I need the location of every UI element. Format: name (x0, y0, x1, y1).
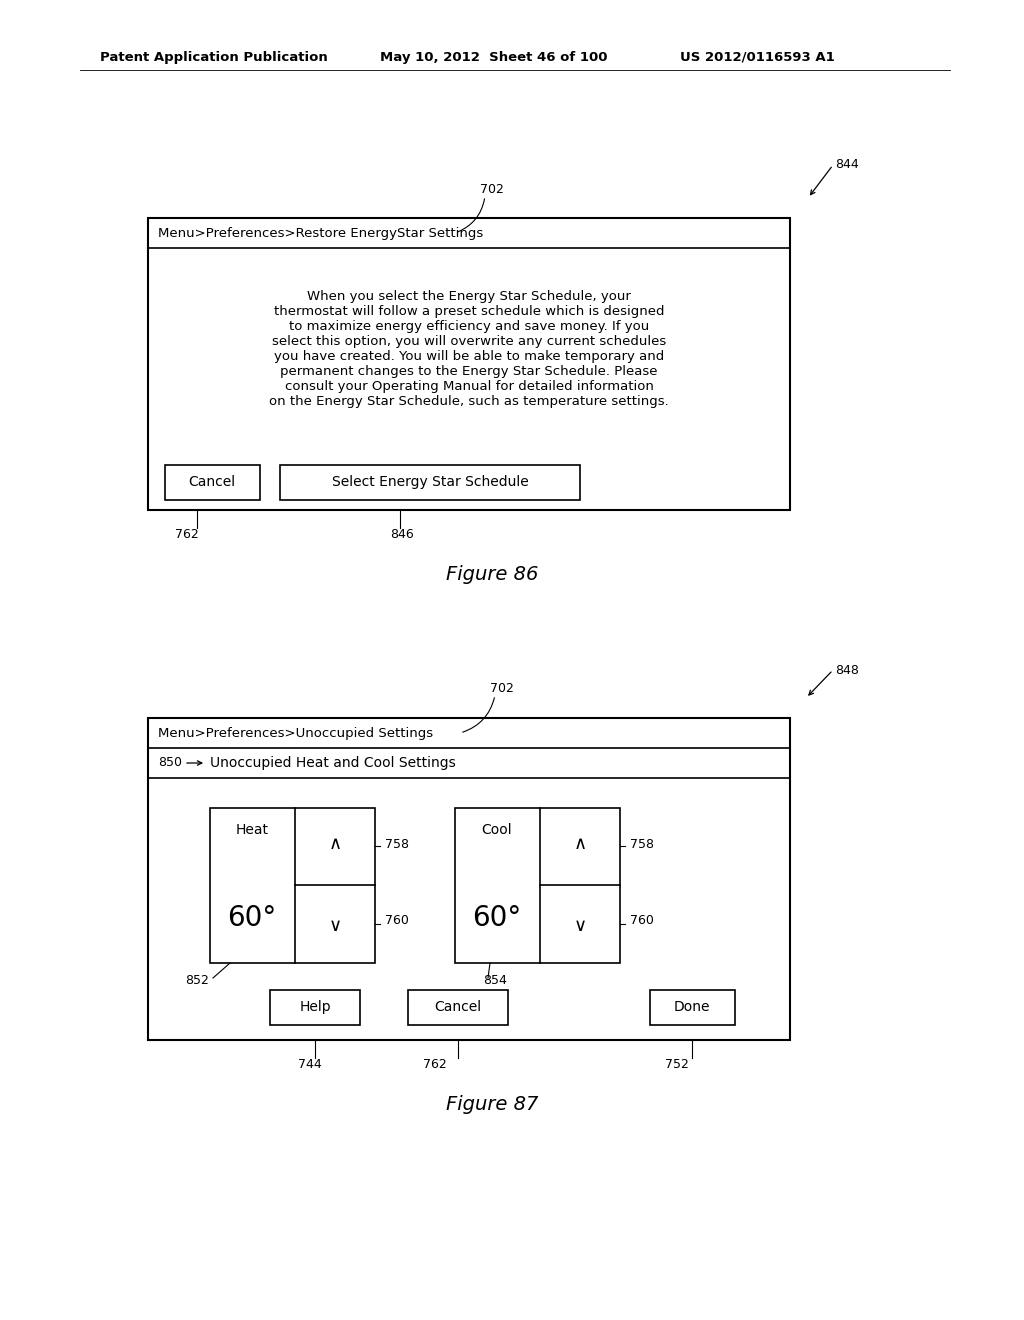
Text: 850: 850 (158, 756, 182, 770)
Text: 758: 758 (385, 838, 409, 851)
Text: Figure 86: Figure 86 (445, 565, 539, 585)
Text: ∧: ∧ (573, 836, 587, 853)
Text: Figure 87: Figure 87 (445, 1096, 539, 1114)
Text: 60°: 60° (227, 904, 276, 932)
Bar (148, 718, 790, 1040)
Text: Done: Done (674, 1001, 711, 1014)
Text: 762: 762 (423, 1059, 446, 1071)
Text: 702: 702 (490, 682, 514, 696)
Text: 762: 762 (175, 528, 199, 541)
Text: Cool: Cool (481, 822, 512, 837)
Text: 760: 760 (630, 913, 654, 927)
Text: 702: 702 (480, 183, 504, 195)
Text: Cancel: Cancel (434, 1001, 481, 1014)
Text: US 2012/0116593 A1: US 2012/0116593 A1 (680, 50, 835, 63)
Text: 760: 760 (385, 913, 409, 927)
Bar (650, 990, 735, 1026)
Text: 60°: 60° (472, 904, 521, 932)
Text: 758: 758 (630, 838, 654, 851)
Bar (270, 990, 360, 1026)
Bar (148, 218, 790, 510)
Text: 846: 846 (390, 528, 414, 541)
Bar (280, 465, 580, 500)
Bar (455, 808, 620, 964)
Text: 752: 752 (665, 1059, 689, 1071)
Text: Menu>Preferences>Unoccupied Settings: Menu>Preferences>Unoccupied Settings (158, 726, 433, 739)
Text: When you select the Energy Star Schedule, your
thermostat will follow a preset s: When you select the Energy Star Schedule… (269, 290, 669, 408)
Text: Heat: Heat (236, 822, 268, 837)
Text: 744: 744 (298, 1059, 322, 1071)
Text: 854: 854 (483, 974, 507, 986)
Text: Cancel: Cancel (188, 475, 236, 488)
Text: Patent Application Publication: Patent Application Publication (100, 50, 328, 63)
Text: ∨: ∨ (573, 917, 587, 935)
Text: Select Energy Star Schedule: Select Energy Star Schedule (332, 475, 528, 488)
Text: Help: Help (299, 1001, 331, 1014)
Text: ∨: ∨ (329, 917, 342, 935)
Text: ∧: ∧ (329, 836, 342, 853)
Text: Menu>Preferences>Restore EnergyStar Settings: Menu>Preferences>Restore EnergyStar Sett… (158, 227, 483, 239)
Text: May 10, 2012  Sheet 46 of 100: May 10, 2012 Sheet 46 of 100 (380, 50, 607, 63)
Text: 844: 844 (835, 158, 859, 172)
Text: 852: 852 (185, 974, 209, 986)
Bar (408, 990, 508, 1026)
Text: 848: 848 (835, 664, 859, 676)
Bar (210, 808, 375, 964)
Text: Unoccupied Heat and Cool Settings: Unoccupied Heat and Cool Settings (210, 756, 456, 770)
Bar (165, 465, 260, 500)
